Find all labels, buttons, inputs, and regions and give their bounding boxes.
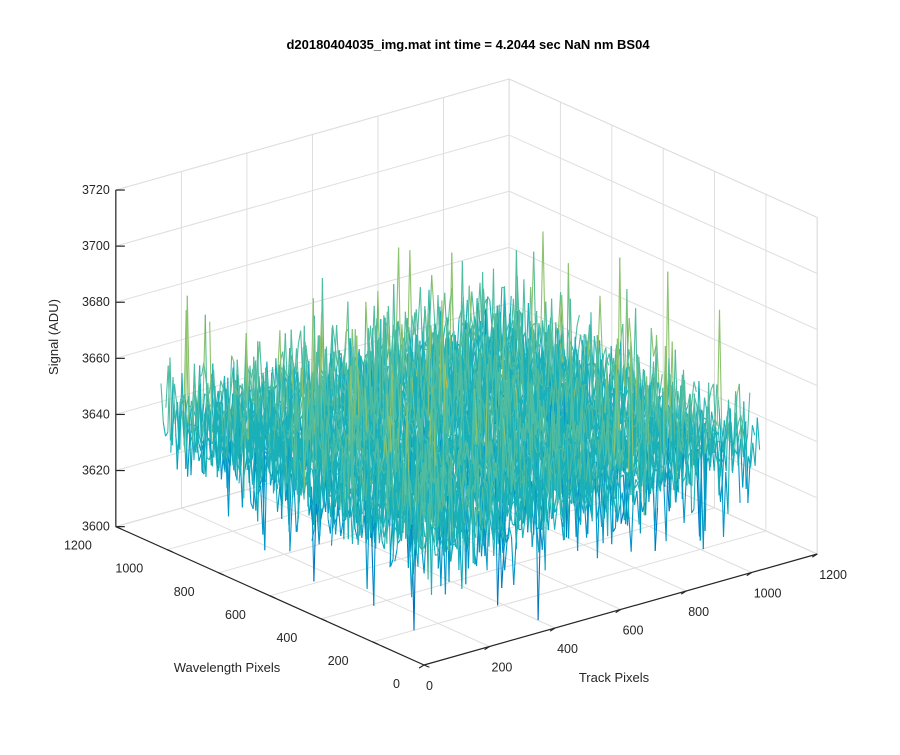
surface-segment (410, 423, 412, 424)
surface-segment (585, 385, 587, 386)
surface-segment (321, 508, 323, 509)
surface-segment (208, 405, 210, 406)
